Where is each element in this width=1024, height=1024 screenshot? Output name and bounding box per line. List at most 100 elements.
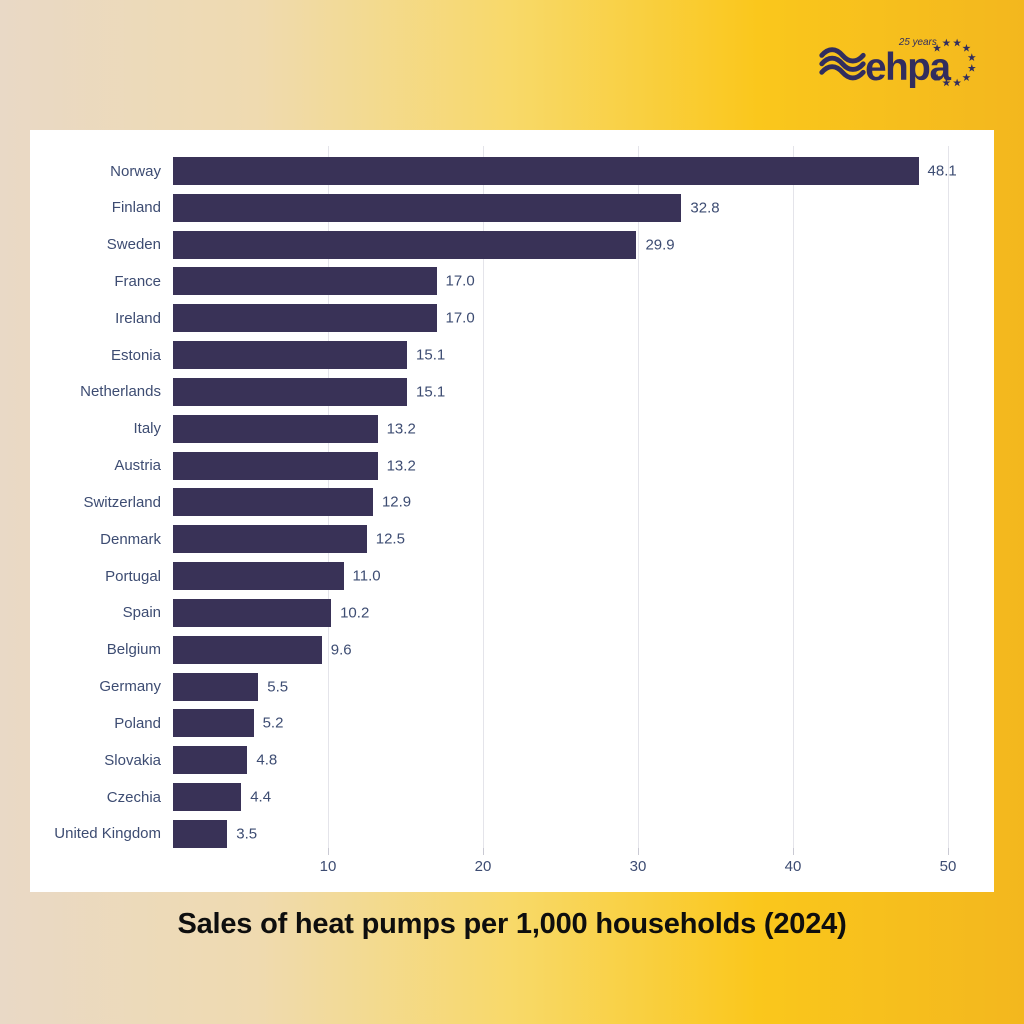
bar (173, 562, 344, 591)
axis-tick (638, 848, 639, 855)
country-label: United Kingdom (54, 825, 161, 843)
country-label: Switzerland (83, 493, 161, 511)
axis-tick (483, 848, 484, 855)
country-label: Estonia (110, 346, 161, 364)
bar (173, 377, 408, 406)
bar (173, 525, 367, 554)
bar-row: Denmark 12.5 (30, 525, 994, 554)
bar-row: Belgium 9.6 (30, 635, 994, 664)
bar (173, 635, 322, 664)
country-label: Germany (99, 678, 161, 696)
bar (173, 193, 682, 222)
bar-area: 15.1 (173, 341, 994, 370)
country-label: Finland (111, 199, 161, 217)
bar-area: 32.8 (173, 193, 994, 222)
bar (173, 783, 242, 812)
axis-tick (328, 848, 329, 855)
value-label: 12.5 (375, 530, 405, 548)
value-label: 4.4 (250, 788, 272, 806)
bar-row: Switzerland 12.9 (30, 488, 994, 517)
value-label: 5.2 (262, 714, 284, 732)
bar-area: 10.2 (173, 598, 994, 627)
badge-text: 25 years (898, 37, 937, 48)
bar (173, 267, 437, 296)
bar-area: 13.2 (173, 414, 994, 443)
bar-area: 5.2 (173, 709, 994, 738)
bar (173, 230, 637, 259)
bar-row: Germany 5.5 (30, 672, 994, 701)
country-label: Sweden (106, 236, 161, 254)
bar-area: 11.0 (173, 562, 994, 591)
value-label: 12.9 (381, 493, 412, 511)
bar-rows: Norway 48.1 Finland 32.8 Sweden 29.9 France 17.… (30, 157, 994, 848)
value-label: 17.0 (445, 309, 475, 327)
axis-tick (793, 848, 794, 855)
country-label: Portugal (105, 567, 161, 585)
bar-row: Finland 32.8 (30, 193, 994, 222)
bar-row: Ireland 17.0 (30, 304, 994, 333)
bar (173, 819, 228, 848)
ehpa-logo: ehpa 25 years (819, 37, 976, 89)
bar (173, 488, 373, 517)
bar-row: Estonia 15.1 (30, 341, 994, 370)
bar (173, 598, 332, 627)
value-label: 13.2 (386, 457, 416, 475)
axis-tick-label: 10 (319, 858, 337, 875)
value-label: 15.1 (416, 383, 446, 401)
bar-row: Norway 48.1 (30, 157, 994, 185)
value-label: 11.0 (352, 567, 381, 585)
bar-area: 12.9 (173, 488, 994, 517)
bar-area: 17.0 (173, 267, 994, 296)
country-label: Austria (114, 457, 161, 475)
axis-tick-label: 30 (629, 858, 647, 875)
chart-panel: 10 20 30 40 50 Norway 48.1 Finland 32.8 Sweden 29… (30, 130, 994, 892)
bar-row: Czechia 4.4 (30, 783, 994, 812)
bar-area: 5.5 (173, 672, 994, 701)
bar-area: 17.0 (173, 304, 994, 333)
gridline (793, 146, 794, 848)
gridline (638, 146, 639, 848)
bar-area: 13.2 (173, 451, 994, 480)
bar-area: 9.6 (173, 635, 994, 664)
bar (173, 451, 378, 480)
axis-tick-label: 50 (939, 858, 957, 875)
bar (173, 341, 408, 370)
bar-area: 4.8 (173, 746, 994, 775)
bar-row: Netherlands 15.1 (30, 377, 994, 406)
bar-row: Spain 10.2 (30, 598, 994, 627)
country-label: France (114, 272, 161, 290)
bar-row: France 17.0 (30, 267, 994, 296)
country-label: Netherlands (80, 383, 161, 401)
value-label: 29.9 (645, 236, 675, 254)
value-label: 17.0 (445, 272, 475, 290)
value-label: 5.5 (267, 678, 289, 696)
value-label: 9.6 (330, 641, 352, 659)
country-label: Ireland (115, 309, 161, 327)
axis-tick-label: 40 (784, 858, 802, 875)
bar (173, 709, 254, 738)
axis-tick-label: 20 (474, 858, 492, 875)
gridline (483, 146, 484, 848)
country-label: Denmark (100, 530, 161, 548)
country-label: Spain (122, 604, 161, 622)
value-label: 3.5 (236, 825, 258, 843)
bar (173, 157, 919, 185)
bar-area: 15.1 (173, 377, 994, 406)
value-label: 15.1 (416, 346, 446, 364)
value-label: 4.8 (256, 751, 278, 769)
bar (173, 414, 378, 443)
wave-icon (819, 47, 866, 81)
country-label: Czechia (106, 788, 161, 806)
value-label: 10.2 (340, 604, 370, 622)
bar-row: United Kingdom 3.5 (30, 819, 994, 848)
bar-row: Austria 13.2 (30, 451, 994, 480)
country-label: Italy (133, 420, 161, 438)
value-label: 13.2 (386, 420, 416, 438)
country-label: Norway (110, 162, 161, 180)
axis-tick (948, 848, 949, 855)
value-label: 48.1 (927, 162, 957, 180)
bar-area: 48.1 (173, 157, 994, 185)
bar-area: 3.5 (173, 819, 994, 848)
brand-text: ehpa (865, 46, 951, 89)
